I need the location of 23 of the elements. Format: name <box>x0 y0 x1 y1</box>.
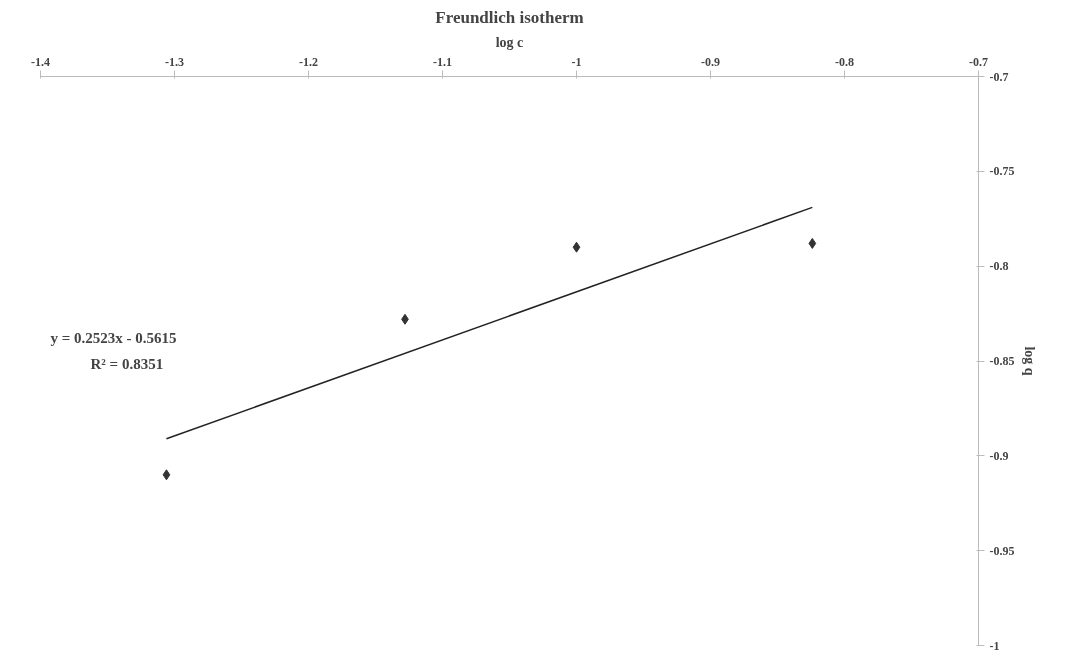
point <box>808 237 817 249</box>
annotation: y = 0.2523x - 0.5615 <box>50 329 177 346</box>
y-tick-label: -0.7 <box>989 69 1009 84</box>
annotation: R² = 0.8351 <box>90 355 164 372</box>
x-tick-label: -1.3 <box>165 54 184 69</box>
x-tick-label: -0.7 <box>969 54 988 69</box>
point <box>162 469 171 481</box>
x-tick-label: -1.1 <box>433 54 452 69</box>
point <box>572 241 581 253</box>
x-axis-title: log c <box>495 34 524 50</box>
y-tick-label: -0.95 <box>989 543 1015 558</box>
y-tick-label: -0.85 <box>989 354 1015 368</box>
y-tick-label: -0.8 <box>989 259 1009 274</box>
chart-title: Freundlich isotherm <box>435 7 584 27</box>
x-tick-label: -1.2 <box>299 54 318 69</box>
y-axis-title: log q <box>1022 346 1038 376</box>
x-tick-label: -1 <box>571 54 582 69</box>
y-tick-label: -0.75 <box>989 164 1015 179</box>
x-tick-label: -0.8 <box>835 54 854 69</box>
y-tick-label: -0.9 <box>989 448 1009 463</box>
x-tick-label: -0.9 <box>701 54 720 69</box>
x-tick-label: -1.4 <box>31 54 50 69</box>
y-tick-label: -1 <box>989 638 1000 653</box>
